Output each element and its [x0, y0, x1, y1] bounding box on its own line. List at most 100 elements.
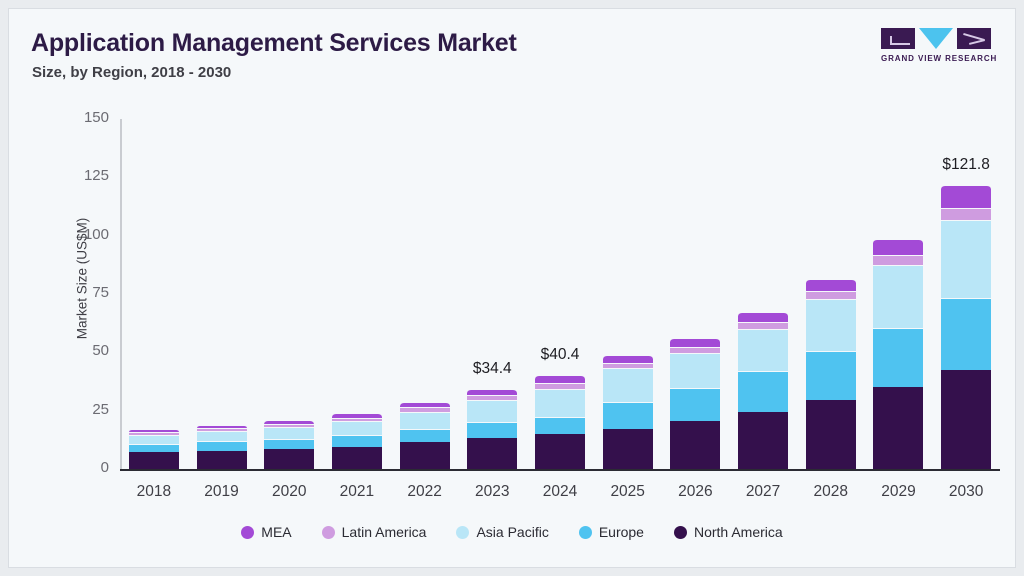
bar-segment[interactable] [399, 442, 450, 469]
bar-segment[interactable] [331, 417, 382, 422]
bar-segment[interactable] [602, 428, 653, 469]
legend-item[interactable]: Europe [578, 524, 644, 540]
x-axis-tick-label: 2024 [542, 483, 578, 500]
bar-segment[interactable] [264, 420, 315, 424]
bar-stack[interactable] [738, 311, 789, 469]
bar-segment[interactable] [467, 438, 518, 469]
bar-segment[interactable] [941, 369, 992, 469]
x-axis-tick-label: 2018 [136, 483, 172, 500]
bar-segment[interactable] [399, 428, 450, 443]
bar-segment[interactable] [738, 322, 789, 329]
bar-segment[interactable] [602, 362, 653, 368]
bar-segment[interactable] [738, 311, 789, 322]
x-axis-line [120, 469, 1000, 471]
bar-segment[interactable] [128, 429, 179, 433]
bar-segment[interactable] [128, 434, 179, 444]
legend-item[interactable]: Asia Pacific [456, 524, 549, 540]
bar-segment[interactable] [467, 394, 518, 400]
bar-segment[interactable] [873, 254, 924, 265]
bar-segment[interactable] [196, 425, 247, 429]
bar-segment[interactable] [399, 402, 450, 408]
y-axis-tick-label: 125 [83, 167, 109, 185]
bar-segment[interactable] [535, 416, 585, 435]
bar-segment[interactable] [941, 208, 992, 221]
y-axis-tick-label: 0 [100, 459, 109, 476]
logo-wordmark: GRAND VIEW RESEARCH [881, 54, 998, 63]
bar-segment[interactable] [264, 438, 315, 449]
bar-stack[interactable] [941, 184, 992, 469]
bar-stack[interactable] [196, 425, 247, 469]
bar-stack[interactable] [670, 338, 721, 469]
bar-stack[interactable] [805, 278, 856, 469]
bar-segment[interactable] [805, 400, 856, 469]
bar-segment[interactable] [941, 220, 992, 299]
bar-stack[interactable] [873, 239, 924, 469]
bar-segment[interactable] [805, 278, 856, 292]
chart-legend: MEA Latin America Asia Pacific Europe North … [9, 524, 1015, 540]
bar-segment[interactable] [467, 388, 518, 395]
bar-segment[interactable] [602, 367, 653, 402]
legend-label: MEA [261, 524, 292, 540]
x-axis-tick-label: 2025 [610, 483, 645, 500]
bar-segment[interactable] [196, 450, 247, 469]
bar-segment[interactable] [535, 374, 585, 383]
bar-segment[interactable] [535, 382, 585, 389]
bar-segment[interactable] [805, 291, 856, 300]
bar-segment[interactable] [873, 239, 924, 255]
bar-stack[interactable] [264, 420, 315, 469]
bar-stack[interactable] [535, 374, 585, 469]
bar-segment[interactable] [805, 299, 856, 352]
bar-segment[interactable] [941, 298, 992, 370]
bar-segment[interactable] [535, 434, 585, 469]
legend-item[interactable]: MEA [241, 524, 292, 540]
bar-segment[interactable] [738, 412, 789, 469]
bar-segment[interactable] [467, 422, 518, 439]
chart-subtitle: Size, by Region, 2018 - 2030 [32, 64, 232, 81]
bar-segment[interactable] [264, 427, 315, 439]
bar-segment[interactable] [670, 421, 721, 469]
bar-segment[interactable] [941, 184, 992, 209]
bar-segment[interactable] [467, 399, 518, 423]
legend-swatch-icon [673, 525, 687, 539]
bar-stack[interactable] [467, 388, 518, 469]
bar-segment[interactable] [196, 441, 247, 451]
grand-view-research-logo: GRAND VIEW RESEARCH [881, 28, 998, 70]
bar-segment[interactable] [602, 401, 653, 429]
bar-segment[interactable] [331, 421, 382, 435]
bar-stack[interactable] [399, 402, 450, 469]
bar-segment[interactable] [738, 329, 789, 372]
bar-stack[interactable] [602, 355, 653, 469]
bar-segment[interactable] [873, 264, 924, 329]
legend-item[interactable]: Latin America [321, 524, 426, 540]
bar-segment[interactable] [399, 407, 450, 413]
bar-segment[interactable] [670, 338, 721, 348]
bar-segment[interactable] [196, 431, 247, 442]
bar-segment[interactable] [331, 446, 382, 469]
bar-segment[interactable] [535, 388, 585, 417]
bar-segment[interactable] [670, 387, 721, 422]
bar-segment[interactable] [602, 355, 653, 363]
bar-segment[interactable] [399, 412, 450, 429]
bar-segment[interactable] [331, 413, 382, 418]
x-axis-tick-label: 2023 [475, 483, 510, 500]
legend-item[interactable]: North America [673, 524, 783, 540]
chart-card: Application Management Services Market S… [8, 8, 1016, 568]
bar-stack[interactable] [128, 429, 179, 469]
bar-segment[interactable] [128, 443, 179, 453]
bar-segment[interactable] [128, 432, 179, 435]
bar-stack[interactable] [331, 413, 382, 469]
bar-segment[interactable] [331, 434, 382, 447]
bar-segment[interactable] [264, 448, 315, 469]
bar-segment[interactable] [670, 347, 721, 354]
bar-segment[interactable] [738, 371, 789, 413]
bars-layer [120, 119, 1000, 469]
bar-segment[interactable] [873, 328, 924, 387]
bar-segment[interactable] [196, 428, 247, 432]
bar-segment[interactable] [670, 353, 721, 388]
bar-segment[interactable] [264, 423, 315, 427]
bar-segment[interactable] [873, 386, 924, 469]
bar-segment[interactable] [128, 452, 179, 469]
x-axis-tick-label: 2030 [948, 483, 984, 500]
bar-segment[interactable] [805, 351, 856, 401]
